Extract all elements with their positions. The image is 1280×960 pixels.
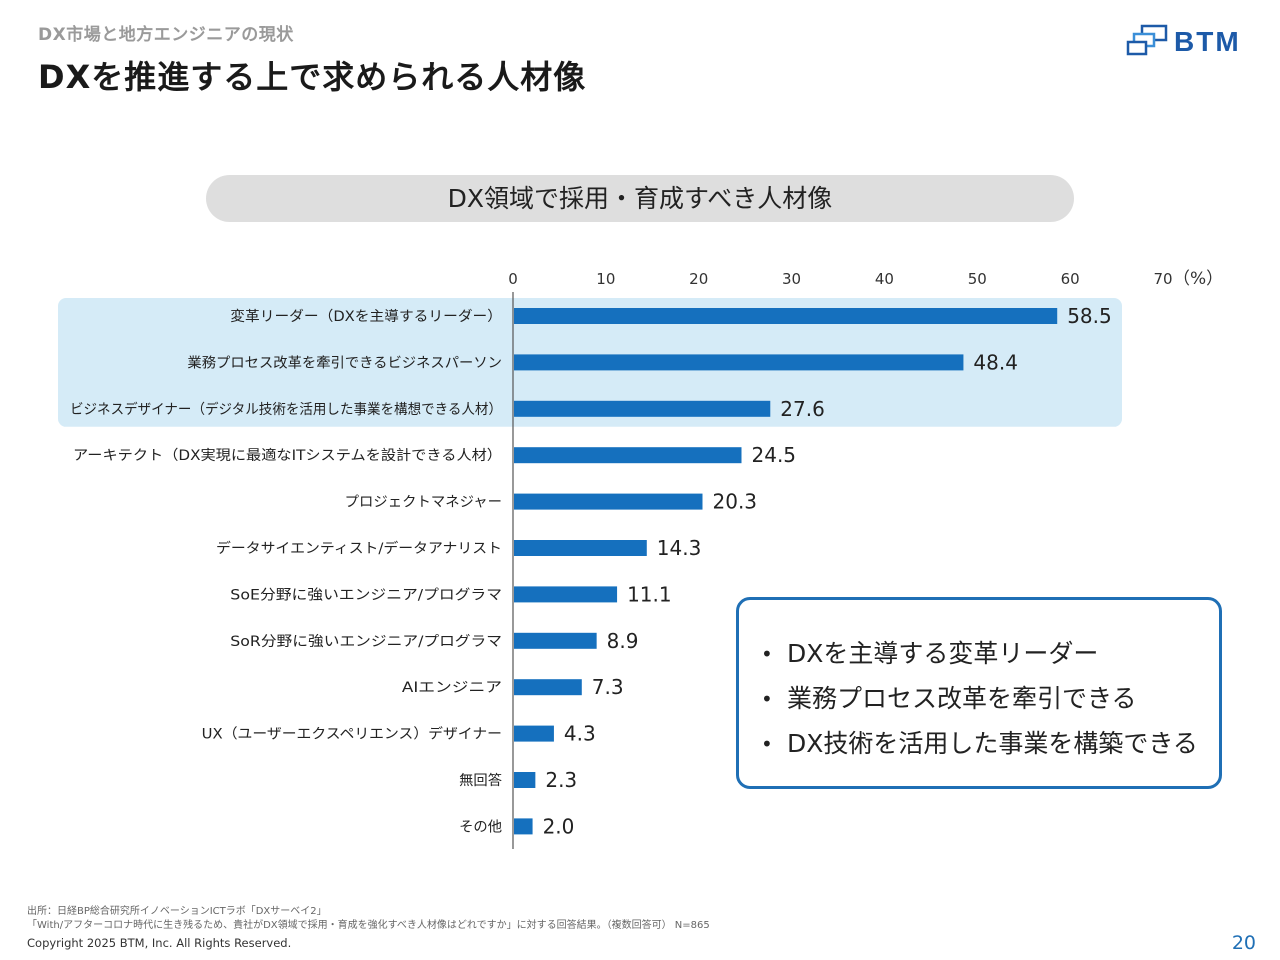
category-label: その他 bbox=[459, 819, 502, 835]
x-tick-label: 50 bbox=[968, 270, 987, 288]
summary-callout: DXを主導する変革リーダー 業務プロセス改革を牽引できる DX技術を活用した事業… bbox=[736, 597, 1222, 789]
bar bbox=[514, 540, 647, 556]
source-line: 「With/アフターコロナ時代に生き残るため、貴社がDX領域で採用・育成を強化す… bbox=[27, 920, 710, 931]
chart-title: DX領域で採用・育成すべき人材像 bbox=[206, 175, 1074, 222]
category-label: SoR分野に強いエンジニア/プログラマ bbox=[230, 634, 502, 650]
summary-item: DX技術を活用した事業を構築できる bbox=[761, 724, 1219, 769]
data-label: 2.0 bbox=[543, 814, 575, 838]
category-label: AIエンジニア bbox=[402, 680, 502, 696]
bar bbox=[514, 586, 618, 603]
category-label: UX（ユーザーエクスペリエンス）デザイナー bbox=[202, 726, 502, 743]
data-label: 7.3 bbox=[592, 675, 624, 699]
category-label: SoE分野に強いエンジニア/プログラマ bbox=[230, 587, 502, 603]
category-label: 変革リーダー（DXを主導するリーダー） bbox=[230, 308, 502, 325]
data-label: 58.5 bbox=[1067, 304, 1112, 328]
data-label: 27.6 bbox=[780, 397, 825, 421]
bar bbox=[514, 354, 964, 371]
data-label: 24.5 bbox=[752, 443, 797, 467]
data-label: 8.9 bbox=[607, 629, 639, 653]
bar bbox=[514, 679, 582, 696]
summary-item: 業務プロセス改革を牽引できる bbox=[761, 679, 1219, 724]
data-label: 4.3 bbox=[564, 722, 596, 746]
x-tick-label: 30 bbox=[782, 270, 801, 288]
company-logo: BTM bbox=[1126, 24, 1252, 58]
page-title: DXを推進する上で求められる人材像 bbox=[38, 58, 587, 96]
data-label: 48.4 bbox=[973, 350, 1018, 374]
bar bbox=[514, 818, 533, 835]
x-tick-label: 20 bbox=[689, 270, 708, 288]
bar bbox=[514, 493, 703, 510]
category-label: アーキテクト（DX実現に最適なITシステムを設計できる人材） bbox=[73, 447, 502, 464]
x-axis-unit: （%） bbox=[1173, 269, 1223, 289]
bar bbox=[514, 447, 742, 464]
bar bbox=[514, 400, 771, 417]
breadcrumb: DX市場と地方エンジニアの現状 bbox=[38, 25, 294, 45]
copyright: Copyright 2025 BTM, Inc. All Rights Rese… bbox=[27, 936, 292, 950]
logo-mark-icon bbox=[1126, 24, 1168, 56]
category-label: 業務プロセス改革を牽引できるビジネスパーソン bbox=[187, 354, 502, 371]
data-label: 14.3 bbox=[657, 536, 702, 560]
data-label: 2.3 bbox=[545, 768, 577, 792]
bar bbox=[514, 772, 536, 788]
x-tick-label: 70 bbox=[1153, 270, 1172, 288]
category-label: データサイエンティスト/データアナリスト bbox=[216, 540, 502, 557]
data-label: 11.1 bbox=[627, 582, 672, 606]
page-number: 20 bbox=[1231, 932, 1256, 954]
logo-text: BTM bbox=[1174, 26, 1241, 57]
bar-chart: 0 10 20 30 40 50 60 70 （%） 変革リーダー（DXを主導するリーダー） 58.… bbox=[58, 269, 1223, 849]
x-tick-label: 40 bbox=[875, 270, 894, 288]
source-note: 出所：日経BP総合研究所イノベーションICTラボ「DXサーベイ2」 「With/… bbox=[27, 905, 710, 933]
summary-item: DXを主導する変革リーダー bbox=[761, 634, 1219, 679]
category-label: ビジネスデザイナー（デジタル技術を活用した事業を構想できる人材） bbox=[70, 401, 502, 418]
category-label: 無回答 bbox=[459, 772, 502, 789]
x-tick-label: 0 bbox=[508, 270, 518, 288]
bar bbox=[514, 308, 1058, 324]
summary-list: DXを主導する変革リーダー 業務プロセス改革を牽引できる DX技術を活用した事業… bbox=[739, 600, 1219, 769]
data-label: 20.3 bbox=[713, 490, 758, 514]
x-tick-label: 60 bbox=[1061, 270, 1080, 288]
category-label: プロジェクトマネジャー bbox=[345, 495, 502, 511]
bar bbox=[514, 725, 554, 742]
x-tick-label: 10 bbox=[596, 270, 615, 288]
source-line: 出所：日経BP総合研究所イノベーションICTラボ「DXサーベイ2」 bbox=[27, 906, 327, 917]
bar bbox=[514, 632, 597, 649]
